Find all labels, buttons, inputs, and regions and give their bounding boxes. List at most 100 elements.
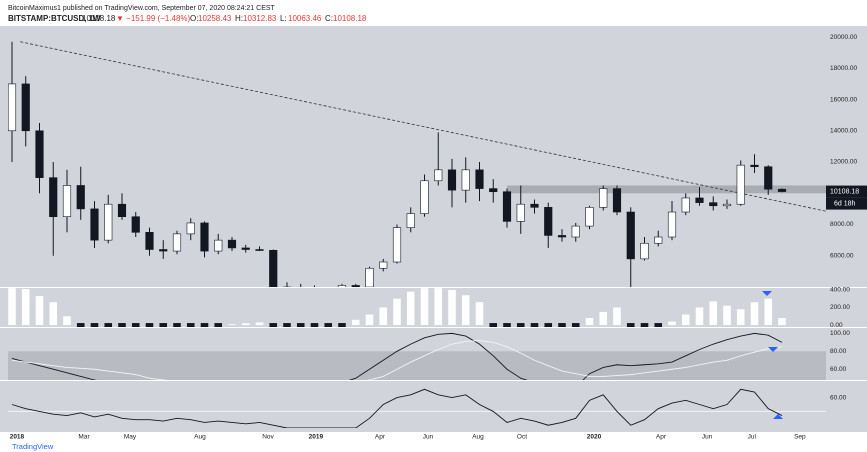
candle-body <box>544 207 553 236</box>
candle-body <box>241 247 250 250</box>
zero-marker <box>338 323 346 327</box>
x-tick-label: Jun <box>423 434 434 441</box>
y-tick-label: 14000.00 <box>830 128 857 135</box>
histogram-bar <box>49 302 58 326</box>
histogram-bar <box>379 307 388 326</box>
y-tick-label: 60.00 <box>830 366 847 373</box>
candle-body <box>516 203 525 222</box>
candle-body <box>172 233 182 252</box>
candle-body <box>764 166 773 190</box>
footer-brand: TradingView <box>12 442 54 451</box>
candle-body <box>777 188 787 192</box>
y-tick-label: 18000.00 <box>830 65 857 72</box>
y-tick-label: 8000.00 <box>830 221 854 228</box>
histogram-bar <box>668 321 676 326</box>
published-line: BitcoinMaximus1 published on TradingView… <box>8 5 276 12</box>
ohlc-label: C: <box>325 14 333 23</box>
candle-body <box>145 232 154 250</box>
y-tick-label: 60.00 <box>830 394 847 401</box>
histogram-bar <box>365 314 374 326</box>
ohlc-label: H: <box>235 14 243 23</box>
zero-marker <box>90 323 99 327</box>
ohlc-value: 10063.46 <box>288 14 322 23</box>
candle-body <box>255 249 264 251</box>
histogram-bar <box>434 288 443 326</box>
candle-body <box>227 239 237 249</box>
histogram-bar <box>736 309 745 326</box>
pane <box>8 288 786 327</box>
candle-body <box>750 164 759 168</box>
histogram-bar <box>695 307 704 326</box>
candle-body <box>131 216 140 233</box>
histogram-bar <box>351 319 360 326</box>
price-tag <box>826 185 867 198</box>
ohlc-label: L: <box>280 14 287 23</box>
zero-marker <box>173 323 181 327</box>
candle-body <box>186 222 195 235</box>
x-tick-label: Apr <box>375 434 386 441</box>
zero-marker <box>626 323 635 327</box>
x-tick-label: 2019 <box>309 434 324 441</box>
histogram-bar <box>8 288 16 326</box>
ohlc-value: 10258.43 <box>198 14 232 23</box>
indicator-line <box>11 332 783 380</box>
zero-marker <box>503 323 511 327</box>
zero-marker <box>571 323 580 327</box>
candle-body <box>8 83 17 132</box>
ohlc-value: 10312.83 <box>243 14 277 23</box>
zero-marker <box>324 323 333 327</box>
candle-body <box>681 197 690 213</box>
zero-marker <box>269 323 278 327</box>
candle-body <box>447 169 457 191</box>
candle-body <box>709 202 718 207</box>
y-tick-label: 16000.00 <box>830 96 857 103</box>
ohlc-value: 10108.18 <box>333 14 367 23</box>
change: ▼ −151.99 (−1.48%) <box>116 14 191 23</box>
x-tick-label: May <box>124 434 137 441</box>
zero-marker <box>516 323 525 327</box>
histogram-bar <box>420 288 429 326</box>
histogram-bar <box>613 307 621 326</box>
x-tick-label: 2020 <box>587 434 602 441</box>
zero-marker <box>654 323 663 327</box>
candle-body <box>489 188 498 193</box>
histogram-bar <box>448 289 456 326</box>
candle-body <box>365 267 374 287</box>
pane <box>8 332 826 380</box>
zero-marker <box>530 323 539 327</box>
candle-body <box>640 242 649 260</box>
zero-marker <box>118 323 126 327</box>
pane <box>8 41 826 287</box>
y-tick-label: 200.00 <box>830 304 850 311</box>
y-tick-label: 20000.00 <box>830 34 857 41</box>
y-tick-label: 0.00 <box>830 322 843 329</box>
x-tick-label: Sep <box>794 434 806 441</box>
candle-body <box>49 177 58 218</box>
x-tick-label: Nov <box>262 434 274 441</box>
candle-body <box>599 188 608 208</box>
candle-body <box>337 285 347 287</box>
candle-body <box>62 185 72 218</box>
candle-body <box>351 285 360 287</box>
zero-marker <box>544 323 553 327</box>
candle-body <box>571 225 580 238</box>
signal-marker <box>768 347 778 352</box>
histogram-bar <box>723 305 731 326</box>
zero-marker <box>145 323 154 327</box>
candle-body <box>626 211 635 260</box>
y-tick-label: 6000.00 <box>830 252 854 259</box>
histogram-bar <box>406 291 415 326</box>
x-tick-label: Apr <box>656 434 667 441</box>
indicator-line <box>11 388 783 428</box>
signal-marker <box>773 414 783 419</box>
candle-body <box>90 208 99 241</box>
candle-body <box>585 207 594 227</box>
x-tick-label: Aug <box>194 434 206 441</box>
zero-marker <box>283 323 291 327</box>
histogram-bar <box>35 296 44 326</box>
histogram-bar <box>764 298 773 326</box>
histogram-bar <box>393 298 401 326</box>
last-price: 10108.18 <box>82 14 116 23</box>
candle-body <box>214 239 223 252</box>
